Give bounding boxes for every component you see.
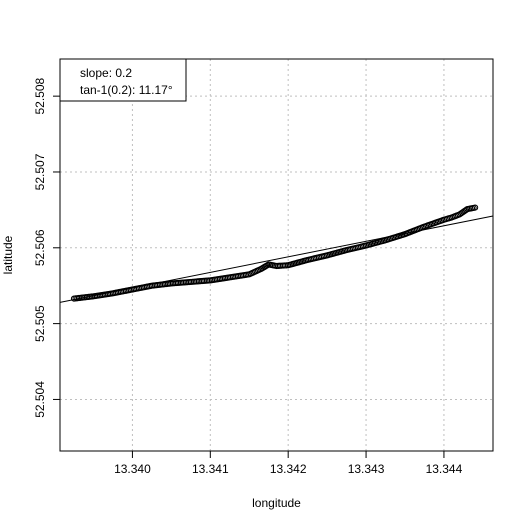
y-tick-label-2: 52.506 (33, 229, 47, 266)
y-axis: 52.504 52.505 52.506 52.507 52.508 (33, 77, 61, 418)
data-points (70, 204, 479, 302)
legend-box (59, 58, 187, 102)
x-tick-label-2: 13.342 (270, 462, 307, 476)
data-point-257 (471, 204, 479, 211)
grid-lines (60, 59, 493, 451)
x-axis: 13.340 13.341 13.342 13.343 13.344 (114, 450, 463, 476)
legend: slope: 0.2 tan-1(0.2): 11.17° (59, 58, 187, 102)
x-axis-label: longitude (252, 496, 301, 510)
y-tick-label-4: 52.508 (33, 77, 47, 114)
legend-slope-text: slope: 0.2 (80, 66, 132, 80)
x-tick-label-1: 13.341 (192, 462, 229, 476)
legend-angle-text: tan-1(0.2): 11.17° (80, 83, 173, 97)
plot-border (59, 58, 494, 452)
x-tick-label-0: 13.340 (114, 462, 151, 476)
y-axis-label: latitude (1, 235, 15, 274)
y-tick-label-1: 52.505 (33, 305, 47, 342)
y-tick-label-3: 52.507 (33, 153, 47, 190)
y-tick-label-0: 52.504 (33, 381, 47, 418)
x-tick-label-3: 13.343 (348, 462, 385, 476)
x-tick-label-4: 13.344 (426, 462, 463, 476)
